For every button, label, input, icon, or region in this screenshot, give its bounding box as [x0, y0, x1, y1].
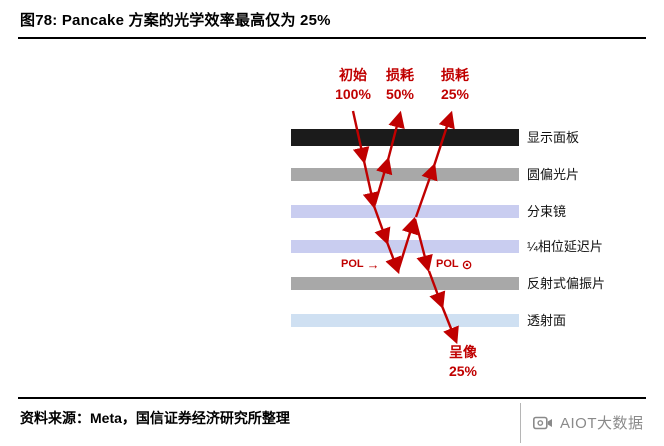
flow-label-output-value: 25% — [448, 363, 478, 379]
layer-bar-reflective-polarizer — [291, 277, 519, 290]
layer-bar-display-panel — [291, 129, 519, 146]
layer-label-reflective-polarizer: 反射式偏振片 — [527, 276, 606, 291]
watermark: AIOT大数据 — [533, 412, 644, 433]
watermark-divider — [520, 403, 521, 443]
footer-divider — [18, 397, 646, 399]
flow-label-loss-25: 损耗 25% — [427, 66, 483, 104]
layer-bar-beam-splitter — [291, 205, 519, 218]
figure-title: 图78: Pancake 方案的光学效率最高仅为 25% — [20, 12, 331, 29]
title-divider — [18, 37, 646, 39]
pol-left-label: POL — [341, 258, 364, 270]
layer-label-transmission-surface: 透射面 — [527, 313, 567, 328]
flow-label-loss-50-text: 损耗 — [386, 67, 414, 83]
flow-label-output-text: 呈像 — [449, 344, 477, 360]
flow-label-output: 呈像 25% — [435, 343, 491, 381]
flow-label-initial-value: 100% — [335, 86, 371, 102]
flow-label-initial: 初始 100% — [325, 66, 381, 104]
pol-marker-circular: POL ⊙ — [436, 258, 473, 271]
layer-label-display-panel: 显示面板 — [527, 130, 580, 145]
flow-label-loss-25-text: 损耗 — [441, 67, 469, 83]
flow-label-loss-50: 损耗 50% — [372, 66, 428, 104]
camera-icon — [533, 416, 552, 429]
flow-label-initial-text: 初始 — [339, 67, 367, 83]
pol-marker-linear: POL → — [341, 258, 380, 271]
layer-label-quarter-wave-plate: ¼相位延迟片 — [527, 239, 603, 254]
ray-loss50-1 — [373, 156, 393, 205]
pol-right-label: POL — [436, 258, 459, 270]
watermark-text: AIOT大数据 — [560, 415, 644, 432]
layer-bar-quarter-wave-plate — [291, 240, 519, 253]
layer-label-beam-splitter: 分束镜 — [527, 204, 567, 219]
layer-label-circular-polarizer: 圆偏光片 — [527, 167, 580, 182]
layer-bar-transmission-surface — [291, 314, 519, 327]
flow-label-loss-50-value: 50% — [385, 86, 415, 102]
arrow-right-icon: → — [366, 257, 380, 272]
flow-label-loss-25-value: 25% — [440, 86, 470, 102]
circled-dot-icon: ⊙ — [461, 257, 473, 272]
layer-bar-circular-polarizer — [291, 168, 519, 181]
source-note: 资料来源：Meta，国信证券经济研究所整理 — [20, 410, 290, 426]
